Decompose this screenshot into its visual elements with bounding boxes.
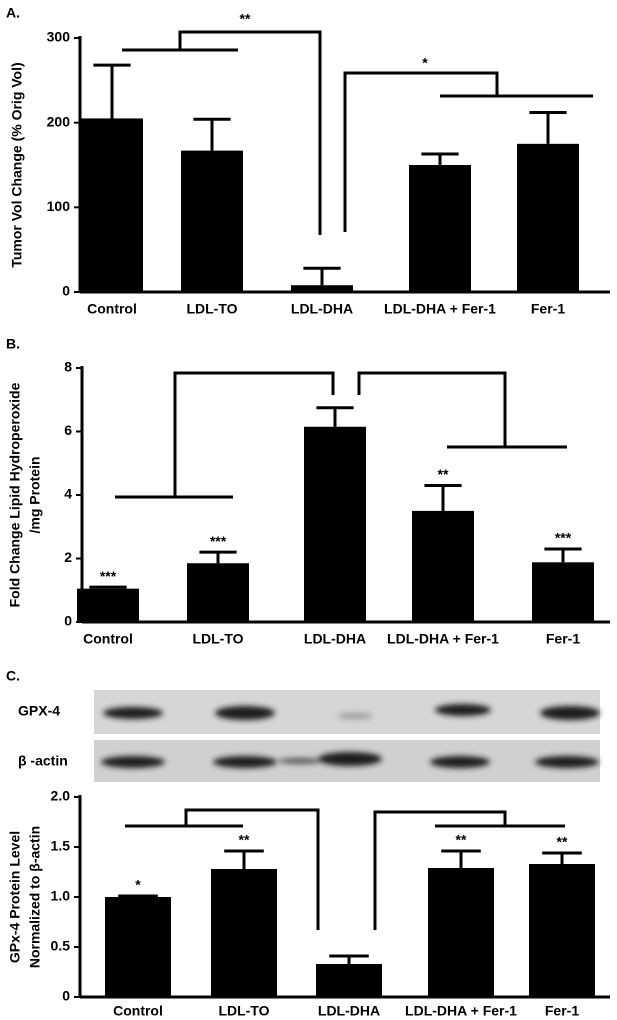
y-tick-label: 1.0 — [51, 888, 71, 904]
x-tick-label: LDL-DHA — [304, 631, 366, 647]
significance-label: *** — [555, 530, 572, 546]
bar — [187, 563, 249, 622]
x-tick-label: LDL-TO — [192, 631, 243, 647]
y-tick-label: 0 — [64, 613, 72, 629]
blot-label: GPX-4 — [18, 703, 60, 719]
band — [318, 752, 382, 766]
significance-label: ** — [557, 834, 568, 850]
band — [278, 758, 322, 764]
y-tick-label: 0 — [62, 283, 70, 299]
x-tick-label: LDL-DHA + Fer-1 — [405, 1003, 517, 1019]
band — [540, 706, 600, 720]
y-tick-label: 100 — [47, 198, 71, 214]
blot-label: β -actin — [18, 753, 68, 769]
bar — [211, 869, 277, 997]
x-tick-label: LDL-DHA — [318, 1003, 380, 1019]
significance-bracket — [178, 30, 322, 235]
significance-label: ** — [240, 11, 251, 27]
x-tick-label: Control — [83, 631, 133, 647]
bar — [77, 588, 139, 622]
band — [213, 756, 277, 768]
x-tick-label: LDL-DHA + Fer-1 — [384, 301, 496, 317]
bar — [316, 964, 382, 997]
band — [535, 756, 599, 768]
significance-bracket — [343, 71, 499, 232]
x-tick-label: Fer-1 — [545, 1003, 579, 1019]
y-tick-label: 300 — [47, 29, 71, 45]
panel-label: C. — [6, 668, 20, 684]
x-tick-label: LDL-TO — [186, 301, 237, 317]
band — [337, 713, 373, 719]
x-tick-label: LDL-DHA — [291, 301, 353, 317]
y-axis-label: Normalized to β-actin — [27, 826, 43, 968]
bar — [181, 150, 243, 292]
x-tick-label: Fer-1 — [546, 631, 580, 647]
y-tick-label: 0.5 — [51, 938, 71, 954]
bar — [412, 510, 474, 622]
y-axis-label: GPx-4 Protein Level — [7, 831, 23, 963]
band — [435, 704, 491, 716]
band — [103, 707, 163, 719]
bar — [105, 897, 171, 997]
y-tick-label: 6 — [64, 422, 72, 438]
significance-label: ** — [239, 832, 250, 848]
significance-bracket — [184, 808, 320, 930]
significance-label: ** — [456, 832, 467, 848]
bar — [428, 868, 494, 997]
x-tick-label: LDL-DHA + Fer-1 — [387, 631, 499, 647]
y-axis-label: /mg Protein — [27, 456, 43, 533]
y-tick-label: 200 — [47, 113, 71, 129]
band — [101, 756, 165, 768]
x-tick-label: Control — [113, 1003, 163, 1019]
bar — [291, 285, 353, 292]
blot-panel — [94, 690, 600, 734]
bar — [304, 426, 366, 622]
y-tick-label: 1.5 — [51, 838, 71, 854]
band — [215, 706, 275, 720]
y-tick-label: 4 — [64, 486, 72, 502]
blot — [94, 690, 600, 782]
y-tick-label: 8 — [64, 359, 72, 375]
bar — [409, 165, 471, 292]
x-tick-label: Control — [87, 301, 137, 317]
bar — [532, 562, 594, 622]
bar — [517, 143, 579, 292]
y-axis-label: Tumor Vol Change (% Orig Vol) — [9, 62, 25, 267]
band — [430, 756, 490, 768]
y-tick-label: 2 — [64, 549, 72, 565]
bar — [81, 118, 143, 292]
significance-label: * — [422, 55, 428, 71]
significance-label: *** — [210, 533, 227, 549]
y-axis-label: Fold Change Lipid Hydroperoxide — [7, 382, 23, 607]
significance-label: ** — [438, 466, 449, 482]
y-tick-label: 0 — [62, 988, 70, 1004]
significance-label: *** — [100, 568, 117, 584]
significance-bracket — [357, 371, 507, 447]
x-tick-label: Fer-1 — [531, 301, 565, 317]
x-tick-label: LDL-TO — [218, 1003, 269, 1019]
bar — [529, 864, 595, 997]
panel-label: A. — [6, 5, 20, 21]
significance-label: * — [135, 877, 141, 893]
panel-label: B. — [6, 336, 20, 352]
significance-bracket — [173, 371, 335, 497]
y-tick-label: 2.0 — [51, 788, 71, 804]
significance-bracket — [373, 810, 507, 930]
